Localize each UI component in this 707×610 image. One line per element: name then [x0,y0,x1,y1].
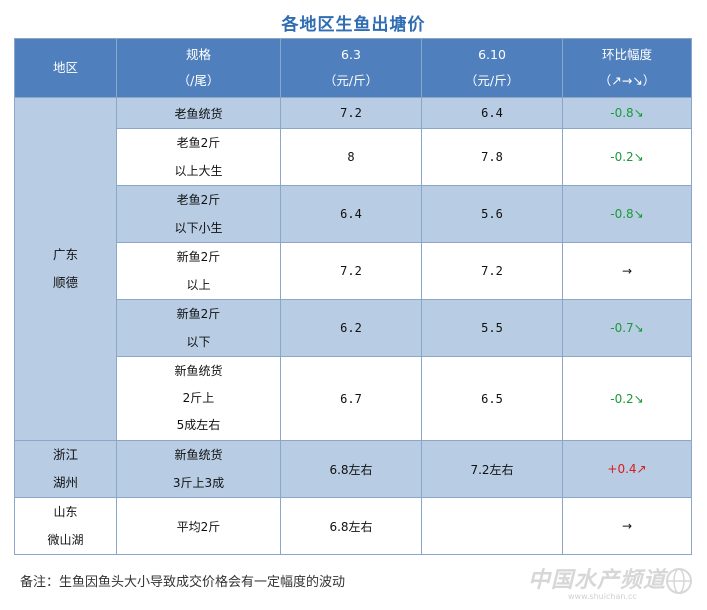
spec-cell: 平均2斤 [116,497,281,555]
price-cell-date1: 6.7 [280,356,422,441]
price-cell-date2: 6.4 [421,97,563,129]
price-cell-date1: 8 [280,128,422,186]
header-date-2: 6.10 （元/斤） [421,38,563,98]
header-date-2-title: 6.10 [478,47,506,62]
change-cell: → [562,497,692,555]
region-cell-shandong: 山东 微山湖 [14,497,117,555]
header-date-2-unit: （元/斤） [464,73,520,88]
price-cell-date2: 7.2左右 [421,440,563,498]
change-cell: -0.2↘ [562,128,692,186]
header-date-1-unit: （元/斤） [323,73,379,88]
price-cell-date1: 6.2 [280,299,422,357]
region-cell-zhejiang: 浙江 湖州 [14,440,117,498]
table-title: 各地区生鱼出塘价 [281,15,426,35]
spec-cell: 新鱼统货 2斤上 5成左右 [116,356,281,441]
change-cell: -0.2↘ [562,356,692,441]
header-date-1-title: 6.3 [341,47,361,62]
price-table: 地区 规格 （/尾） 6.3 （元/斤） 6.10 （元/斤） 环比幅度 （↗→… [14,38,692,555]
price-cell-date2: 7.8 [421,128,563,186]
table-row: 新鱼统货 2斤上 5成左右 6.7 6.5 -0.2↘ [14,356,692,441]
region-name-line1: 浙江 [52,447,78,462]
change-cell: +0.4↗ [562,440,692,498]
table-row: 新鱼2斤 以下 6.2 5.5 -0.7↘ [14,299,692,357]
watermark-text: 中国水产频道 [528,568,667,593]
table-row: 浙江 湖州 新鱼统货 3斤上3成 6.8左右 7.2左右 +0.4↗ [14,440,692,498]
table-row: 新鱼2斤 以上 7.2 7.2 → [14,242,692,300]
header-row: 地区 规格 （/尾） 6.3 （元/斤） 6.10 （元/斤） 环比幅度 （↗→… [14,38,692,98]
header-spec: 规格 （/尾） [116,38,281,98]
header-change-title: 环比幅度 [601,47,652,62]
region-name-line1: 山东 [53,505,78,519]
change-cell: -0.8↘ [562,185,692,243]
price-cell-date1: 7.2 [280,97,422,129]
table-row: 老鱼2斤 以下小生 6.4 5.6 -0.8↘ [14,185,692,243]
globe-icon [666,568,692,594]
region-name-line1: 广东 [52,247,78,262]
region-name-line2: 湖州 [52,475,78,490]
price-cell-date1: 6.8左右 [280,440,422,498]
header-date-1: 6.3 （元/斤） [280,38,422,98]
watermark-logo: 中国水产频道 www.shuichan.cc [528,562,698,604]
footnote: 备注：生鱼因鱼头大小导致成交价格会有一定幅度的波动 [20,575,346,590]
price-cell-date1: 6.4 [280,185,422,243]
header-spec-unit: （/尾） [177,73,220,88]
price-cell-date2: 5.5 [421,299,563,357]
spec-cell: 老鱼2斤 以上大生 [116,128,281,186]
header-change: 环比幅度 （↗→↘） [562,38,692,98]
watermark-url: www.shuichan.cc [568,592,637,601]
spec-cell: 新鱼2斤 以上 [116,242,281,300]
price-cell-date1: 6.8左右 [280,497,422,555]
header-change-legend: （↗→↘） [598,73,656,88]
header-spec-title: 规格 [185,47,211,62]
price-cell-date2: 7.2 [421,242,563,300]
spec-cell: 新鱼2斤 以下 [116,299,281,357]
price-cell-date2: 5.6 [421,185,563,243]
price-cell-date1: 7.2 [280,242,422,300]
table-row: 老鱼2斤 以上大生 8 7.8 -0.2↘ [14,128,692,186]
change-cell: -0.7↘ [562,299,692,357]
price-cell-date2: 6.5 [421,356,563,441]
change-cell: → [562,242,692,300]
change-cell: -0.8↘ [562,97,692,129]
region-cell-guangdong: 广东 顺德 [14,97,117,441]
header-region: 地区 [14,38,117,98]
price-cell-date2 [421,497,563,555]
spec-cell: 老鱼2斤 以下小生 [116,185,281,243]
spec-cell: 老鱼统货 [116,97,281,129]
table-row: 山东 微山湖 平均2斤 6.8左右 → [14,497,692,555]
table-row: 广东 顺德 老鱼统货 7.2 6.4 -0.8↘ [14,97,692,441]
region-name-line2: 顺德 [52,275,78,290]
spec-cell: 新鱼统货 3斤上3成 [116,440,281,498]
region-name-line2: 微山湖 [47,533,84,547]
